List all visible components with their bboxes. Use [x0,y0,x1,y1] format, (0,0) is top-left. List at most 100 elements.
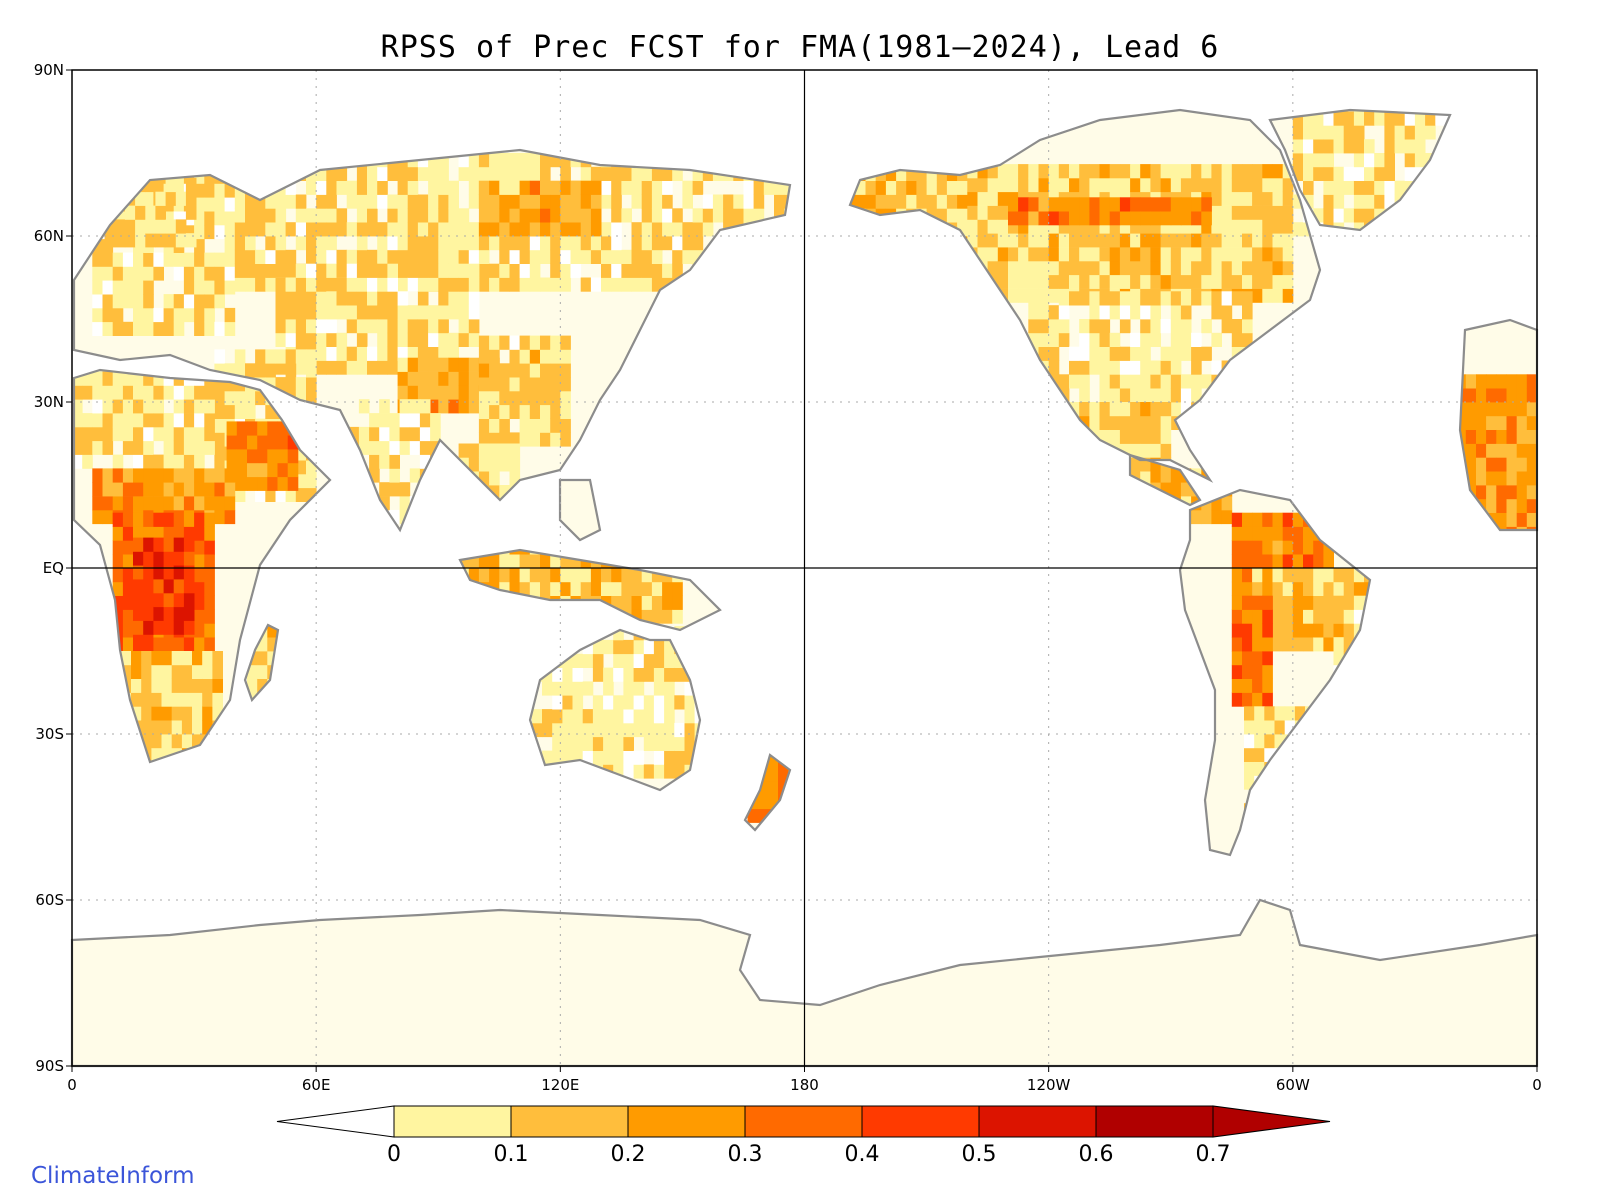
rpss-cell [1140,360,1151,375]
rpss-cell [458,357,470,372]
rpss-cell [623,695,634,710]
rpss-cell [1242,609,1253,624]
rpss-cell [387,319,398,334]
rpss-cell [519,390,531,406]
rpss-cell [428,263,439,278]
rpss-cell [1109,429,1121,444]
rpss-cell [499,443,510,458]
rpss-cell [1343,180,1355,195]
rpss-cell [245,404,256,419]
region-canada [967,164,1294,303]
rpss-cell [151,692,162,707]
rpss-cell [234,349,246,364]
rpss-cell [1221,319,1233,334]
rpss-cell [194,238,205,253]
rpss-cell [1191,291,1202,306]
rpss-cell [1140,319,1151,334]
rpss-cell [295,487,307,502]
rpss-cell [316,236,327,251]
rpss-cell [896,194,907,209]
rpss-cell [214,496,225,511]
rpss-cell [1496,402,1507,417]
rpss-cell [1211,233,1222,248]
rpss-cell [1496,443,1507,458]
rpss-cell [1211,205,1222,220]
rpss-cell [468,457,480,472]
rpss-cell [580,222,592,237]
rpss-cell [131,678,142,693]
rpss-cell [509,277,521,292]
rpss-cell [316,222,327,237]
rpss-cell [1058,260,1070,276]
rpss-cell [92,468,103,483]
rpss-cell [641,166,653,181]
rpss-cell [202,664,213,679]
rpss-cell [621,581,632,596]
rpss-cell [468,153,480,168]
rpss-cell [1058,247,1070,262]
rpss-cell [1109,164,1121,179]
rpss-cell [224,238,236,253]
rpss-cell [112,482,124,497]
rpss-cell [1028,260,1039,276]
rpss-cell [377,319,388,334]
rpss-cell [499,363,510,378]
rpss-cell [967,219,978,234]
rpss-cell [540,236,551,251]
rpss-cell [194,197,205,212]
rpss-cell [540,418,551,433]
rpss-cell [1364,208,1375,223]
rpss-cell [592,709,604,724]
rpss-cell [236,462,248,478]
rpss-cell [214,460,225,475]
y-tick-label: 60N [34,227,64,245]
rpss-cell [151,720,162,735]
rpss-cell [489,404,500,419]
rpss-cell [1201,346,1212,361]
rpss-cell [448,371,459,386]
rpss-cell [316,291,327,306]
rpss-cell [468,263,480,278]
rpss-cell [1404,153,1416,168]
rpss-cell [1262,288,1273,303]
rpss-cell [1109,233,1121,248]
rpss-cell [275,332,287,347]
rpss-cell [896,180,907,195]
rpss-cell [601,581,612,596]
rpss-cell [1150,402,1161,417]
rpss-cell [509,222,521,237]
rpss-cell [326,222,337,237]
rpss-cell [1038,260,1050,276]
colorbar-segment [627,1105,746,1138]
rpss-cell [1089,319,1100,334]
rpss-cell [570,222,582,237]
rpss-cell [163,592,175,608]
rpss-cell [163,426,175,442]
rpss-cell [202,720,213,735]
rpss-cell [987,205,999,220]
rpss-cell [1160,319,1172,334]
rpss-cell [1252,568,1263,583]
rpss-cell [1170,332,1182,347]
rpss-cell [1018,177,1029,193]
rpss-cell [92,509,103,525]
rpss-cell [143,637,154,652]
rpss-cell [1231,595,1243,610]
rpss-cell [1170,305,1182,320]
rpss-cell [1384,194,1395,209]
rpss-cell [236,449,248,464]
rpss-cell [916,194,927,209]
rpss-cell [183,526,195,541]
rpss-cell [1089,305,1100,320]
rpss-cell [885,166,897,181]
rpss-cell [194,540,205,555]
rpss-cell [621,568,632,583]
rpss-cell [112,609,124,624]
rpss-cell [346,360,358,375]
rpss-cell [407,263,419,278]
rpss-cell [1292,139,1304,154]
rpss-cell [214,183,225,198]
rpss-cell [1099,164,1111,179]
rpss-cell [603,750,614,765]
rpss-cell [102,496,114,511]
